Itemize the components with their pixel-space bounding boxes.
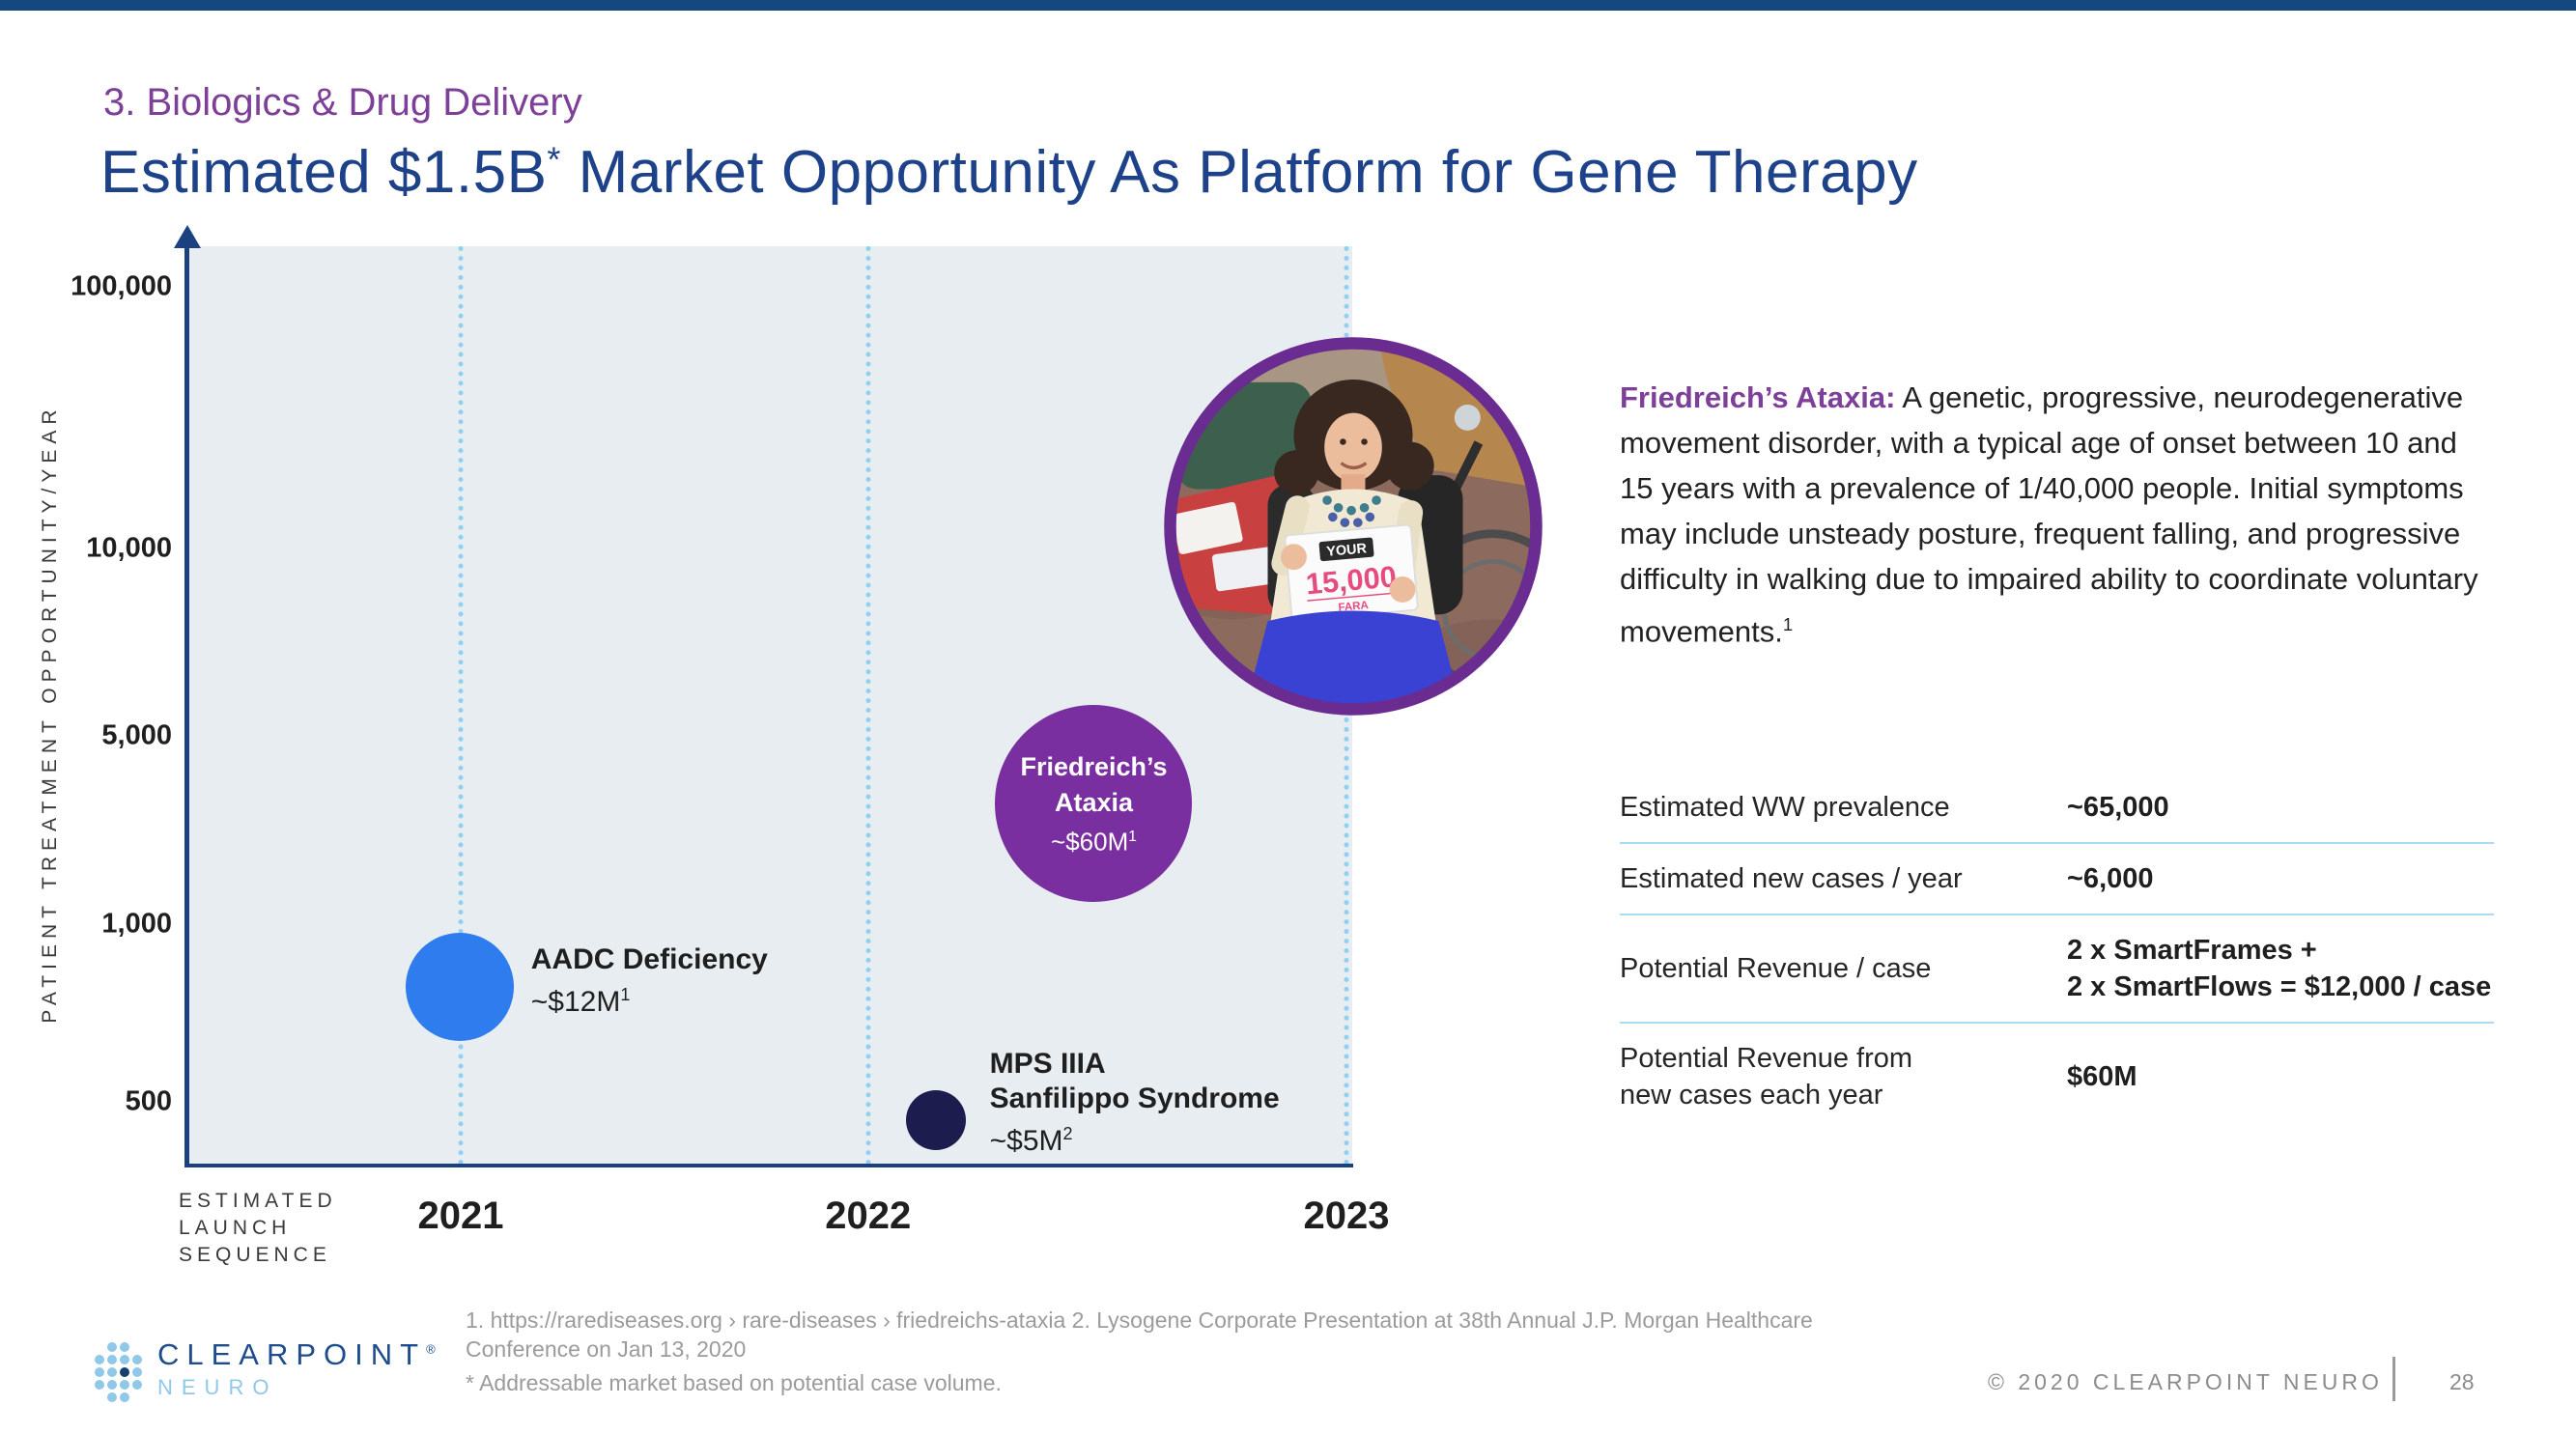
- logo-dot: [120, 1380, 129, 1390]
- logo-name-text: CLEARPOINT: [157, 1337, 427, 1371]
- disease-name: Friedreich’s Ataxia: [1020, 751, 1168, 817]
- patient-photo-illustration: YOUR 15,000 FARA: [1164, 337, 1543, 716]
- table-row: Potential Revenue / case 2 x SmartFrames …: [1620, 915, 2494, 1024]
- disease-description-body: A genetic, progressive, neurodegenerativ…: [1620, 380, 2478, 649]
- y-tick-10,000: 10,000: [86, 532, 172, 564]
- table-row: Estimated new cases / year ~6,000: [1620, 844, 2494, 915]
- logo-dot: [120, 1342, 129, 1352]
- y-axis-tick-labels: 100,000 10,000 5,000 1,000 500: [0, 246, 172, 1166]
- x-axis-tick-labels: 2021 2022 2023: [188, 1195, 1389, 1252]
- logo-dot: [132, 1380, 142, 1390]
- row-value: ~6,000: [2067, 863, 2154, 894]
- x-tick-2021: 2021: [417, 1195, 504, 1237]
- row-label: Potential Revenue / case: [1620, 953, 1932, 984]
- top-accent-bar: [0, 0, 2576, 11]
- y-tick-100,000: 100,000: [71, 270, 172, 302]
- logo-subname: NEURO: [157, 1375, 278, 1399]
- logo-name: CLEARPOINT®: [157, 1337, 436, 1372]
- bubble-label: MPS IIIA Sanfilippo Syndrome ~$5M2: [990, 1047, 1280, 1159]
- logo-dot-spacer: [132, 1342, 142, 1352]
- footer-divider: [2392, 1357, 2395, 1401]
- x-axis-line: [184, 1164, 1353, 1167]
- logo-dot: [132, 1355, 142, 1364]
- patient-photo: YOUR 15,000 FARA: [1158, 331, 1548, 721]
- gridline-2022: [865, 246, 871, 1166]
- title-text-rest: Market Opportunity As Platform for Gene …: [560, 139, 1918, 206]
- title-text: Estimated $1.5B: [100, 139, 548, 206]
- row-value: $60M: [2067, 1061, 2137, 1092]
- page-number: 28: [2449, 1369, 2475, 1394]
- footnotes: 1. https://rarediseases.org › rare-disea…: [466, 1306, 1934, 1397]
- logo-dot-spacer: [95, 1392, 104, 1402]
- y-tick-5,000: 5,000: [101, 719, 172, 751]
- disease-name: AADC Deficiency: [530, 943, 768, 976]
- y-tick-1,000: 1,000: [101, 908, 172, 940]
- disease-description-lead: Friedreich’s Ataxia:: [1620, 380, 1896, 414]
- clearpoint-logo-wordmark: CLEARPOINT® NEURO: [157, 1337, 436, 1400]
- logo-dot: [120, 1355, 129, 1364]
- logo-dot: [107, 1380, 117, 1390]
- section-label: 3. Biologics & Drug Delivery: [103, 81, 582, 124]
- logo-dot: [132, 1367, 142, 1377]
- logo-dot: [95, 1355, 104, 1364]
- row-label: Potential Revenue from new cases each yea…: [1620, 1043, 1913, 1111]
- market-value: ~$5M2: [989, 1124, 1073, 1158]
- y-tick-500: 500: [125, 1085, 172, 1117]
- clearpoint-logo: CLEARPOINT® NEURO: [95, 1337, 436, 1402]
- y-axis-line: [184, 243, 189, 1167]
- logo-dot-spacer: [95, 1342, 104, 1352]
- title-footnote-marker: *: [547, 139, 561, 180]
- y-axis-arrowhead-icon: [174, 225, 201, 248]
- disease-name: MPS IIIA Sanfilippo Syndrome: [989, 1048, 1280, 1115]
- bubble-label: Friedreich’s Ataxia ~$60M1: [1020, 749, 1167, 858]
- clearpoint-logo-dots-icon: [95, 1342, 142, 1402]
- logo-dot: [95, 1367, 104, 1377]
- row-value: ~65,000: [2067, 792, 2169, 823]
- market-value: ~$12M1: [530, 985, 631, 1019]
- footnote-marker: 1: [620, 985, 631, 1005]
- bubble-chart-plot-area: AADC Deficiency ~$12M1 Friedreich’s Ataxia ~…: [188, 246, 1352, 1166]
- market-value: ~$60M1: [1051, 827, 1137, 857]
- footnote-marker: 2: [1062, 1124, 1073, 1144]
- row-value: 2 x SmartFrames +2 x SmartFlows = $12,00…: [2067, 935, 2492, 1002]
- row-label: Estimated new cases / year: [1620, 863, 1963, 894]
- footnote-asterisk: * Addressable market based on potential …: [466, 1370, 1002, 1395]
- logo-dot-spacer: [132, 1392, 142, 1402]
- disease-description-footnote-marker: 1: [1782, 614, 1794, 634]
- bubble-label: AADC Deficiency ~$12M1: [531, 942, 768, 1020]
- logo-dot: [107, 1392, 117, 1402]
- x-tick-2023: 2023: [1303, 1195, 1390, 1237]
- row-label: Estimated WW prevalence: [1620, 792, 1950, 823]
- table-row: Potential Revenue from new cases each yea…: [1620, 1024, 2494, 1130]
- logo-dot: [107, 1367, 117, 1377]
- bubble-aadc-deficiency: [405, 933, 514, 1042]
- page-title: Estimated $1.5B* Market Opportunity As P…: [100, 138, 1918, 207]
- market-stats-table: Estimated WW prevalence ~65,000 Estimated …: [1620, 773, 2494, 1130]
- footnote-sources: 1. https://rarediseases.org › rare-disea…: [466, 1307, 1813, 1362]
- footnote-marker: 1: [1128, 828, 1137, 845]
- table-row: Estimated WW prevalence ~65,000: [1620, 773, 2494, 844]
- logo-dot: [120, 1367, 129, 1377]
- logo-dot: [120, 1392, 129, 1402]
- gridline-2021: [458, 246, 464, 1166]
- bubble-mps-iiia: [905, 1090, 966, 1151]
- registered-mark-icon: ®: [426, 1341, 436, 1357]
- photo-sign-word: YOUR: [1326, 541, 1368, 560]
- copyright-text: © 2020 CLEARPOINT NEURO: [1988, 1369, 2383, 1394]
- y-axis-title: PATIENT TREATMENT OPPORTUNITY/YEAR: [39, 404, 61, 1024]
- disease-description: Friedreich’s Ataxia: A genetic, progress…: [1620, 375, 2494, 654]
- photo-ring: [1164, 337, 1543, 716]
- bubble-friedreich-s: Friedreich’s Ataxia ~$60M1: [995, 704, 1193, 902]
- x-tick-2022: 2022: [825, 1195, 912, 1237]
- photo-sign-org: FARA: [1338, 600, 1370, 614]
- logo-dot: [95, 1380, 104, 1390]
- logo-dot: [107, 1342, 117, 1352]
- logo-dot: [107, 1355, 117, 1364]
- x-axis-title: ESTIMATED LAUNCH SEQUENCE: [179, 1190, 337, 1266]
